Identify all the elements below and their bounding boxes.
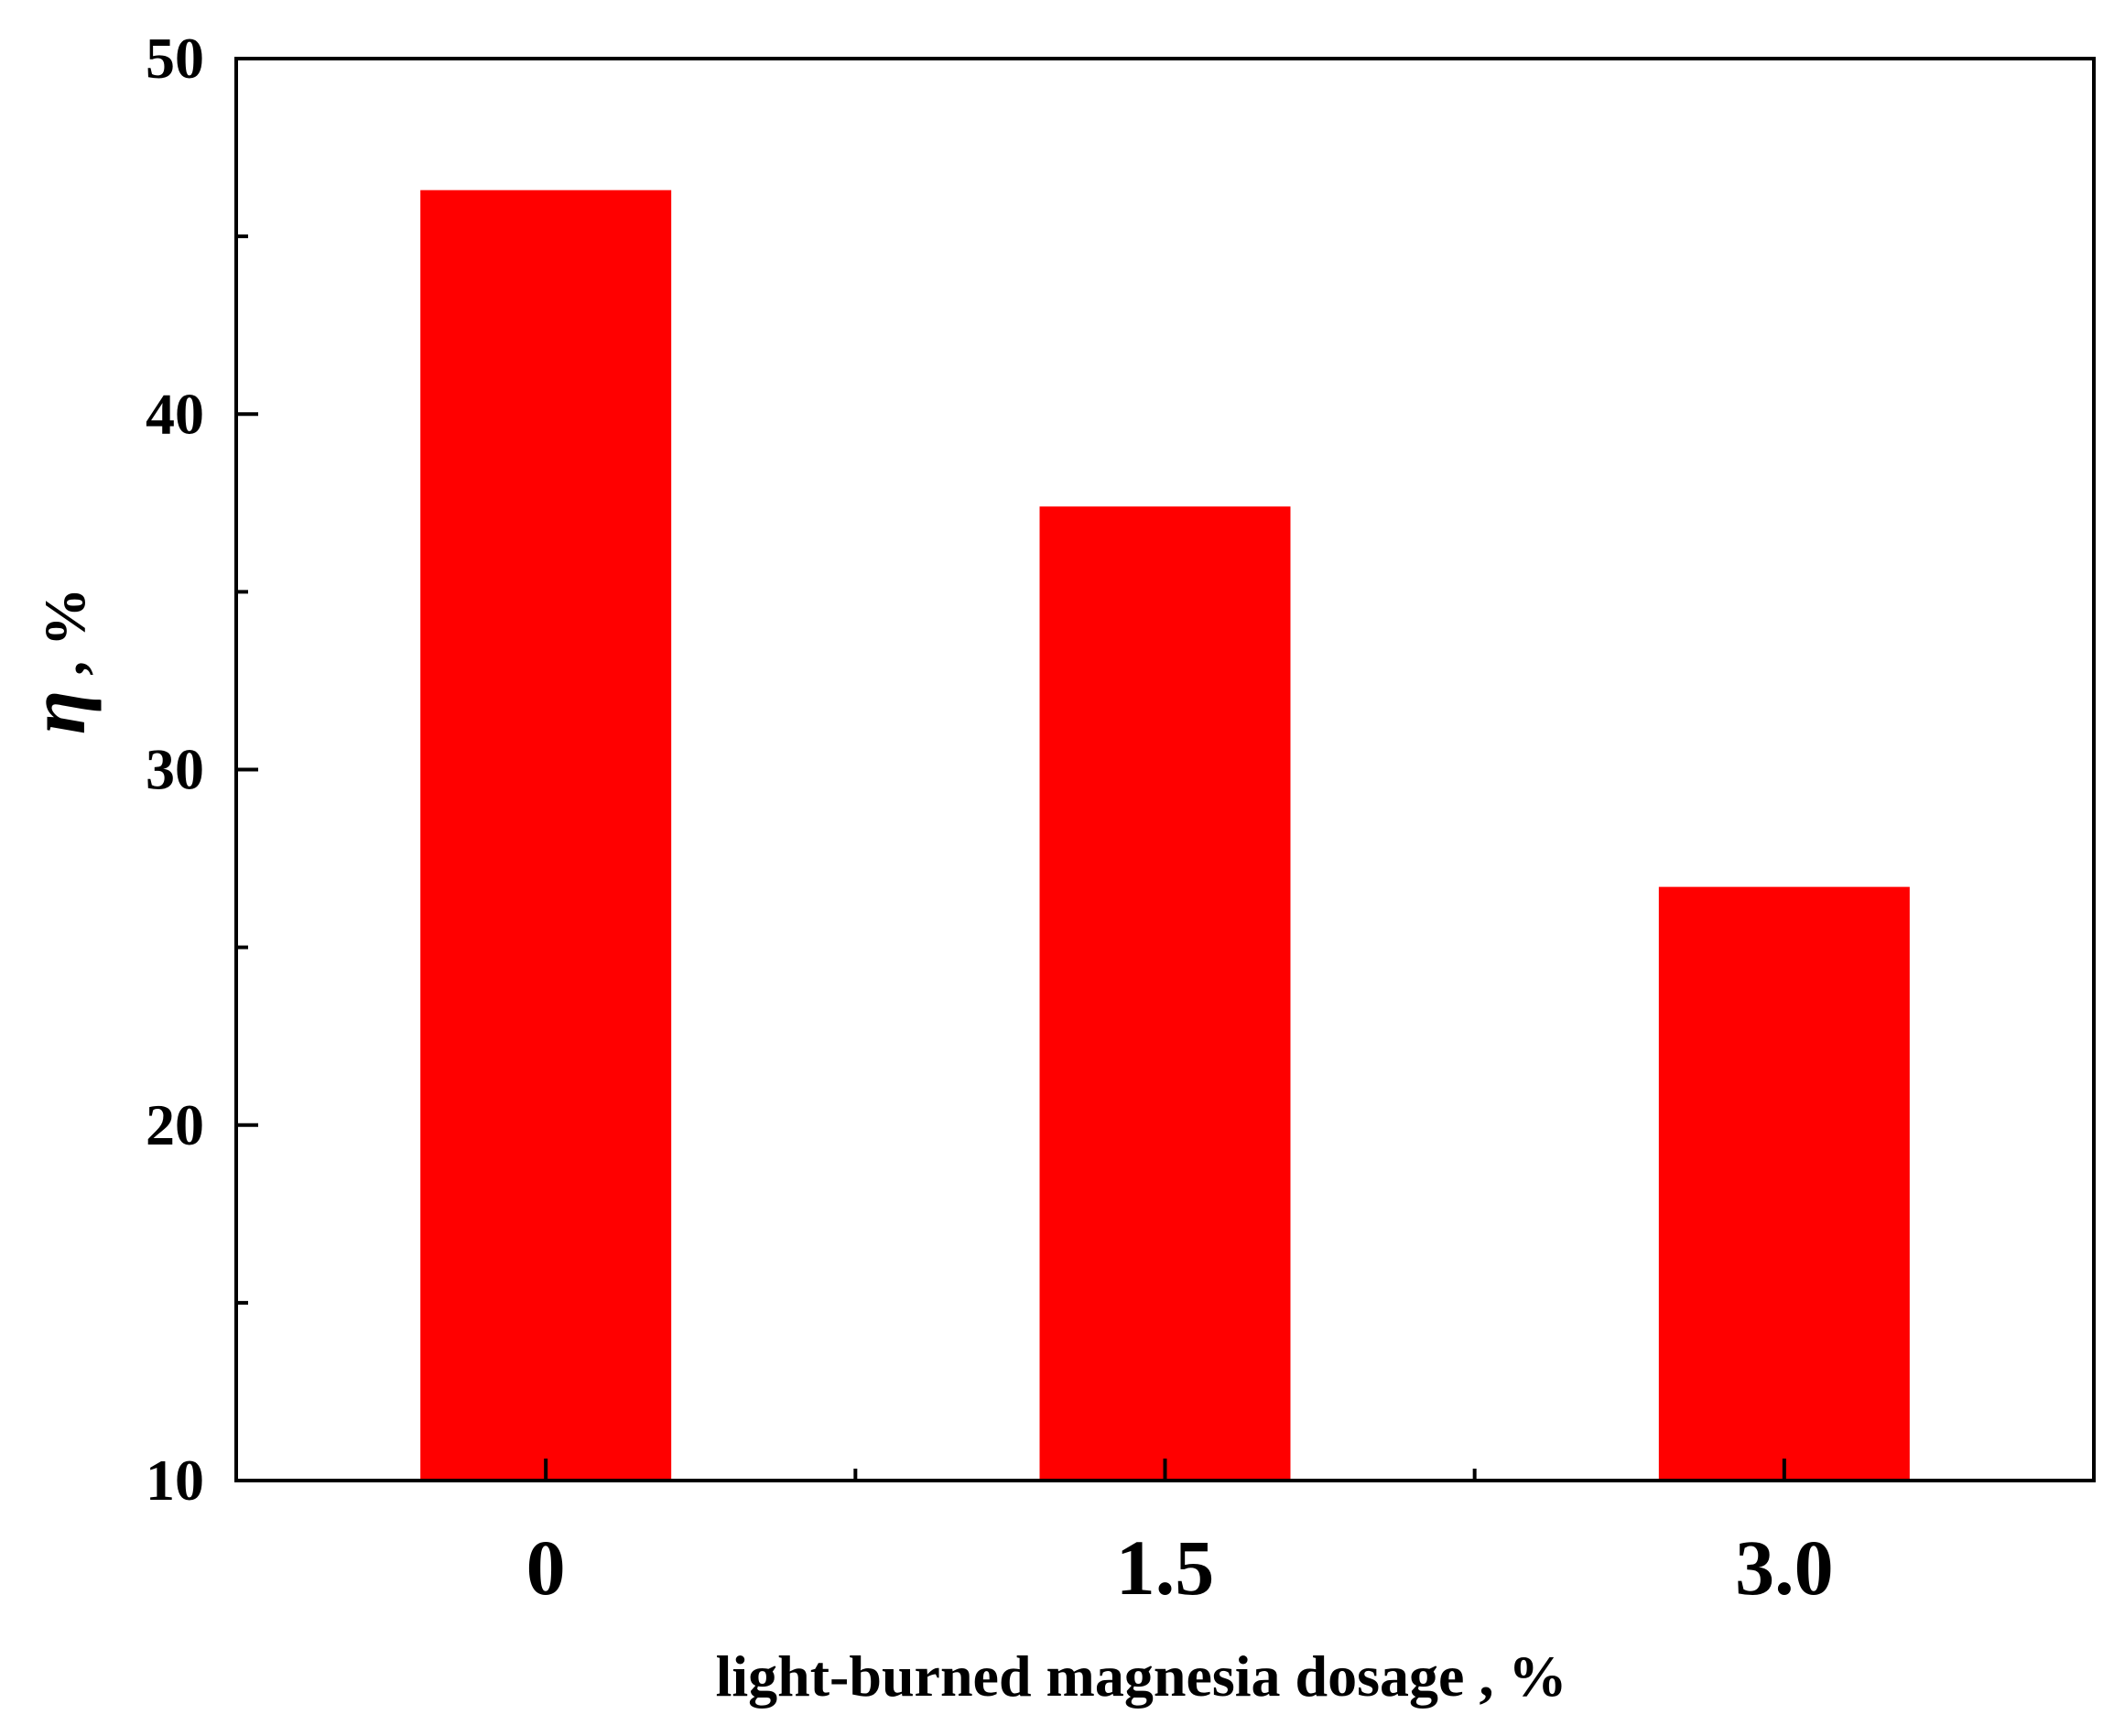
x-tick-label-3.0: 3.0: [1735, 1524, 1834, 1611]
y-axis-ticks: 10 20 30 40 50: [146, 26, 258, 1513]
x-axis-title: light-burned magnesia dosage , %: [716, 1644, 1567, 1709]
bar-1.5: [1039, 506, 1291, 1481]
x-axis-ticks: 0 1.5 3.0: [526, 1459, 1834, 1611]
y-tick-label-40: 40: [146, 381, 204, 446]
y-tick-label-20: 20: [146, 1092, 204, 1157]
bar-0: [420, 190, 672, 1481]
y-tick-label-50: 50: [146, 26, 204, 91]
bar-3.0: [1658, 886, 1910, 1481]
y-tick-label-30: 30: [146, 737, 204, 802]
y-tick-label-10: 10: [146, 1448, 204, 1513]
x-tick-label-1.5: 1.5: [1116, 1524, 1215, 1611]
bars-group: [420, 190, 1910, 1481]
y-axis-unit: , %: [32, 588, 97, 690]
y-axis-symbol: η: [14, 690, 103, 734]
x-tick-label-0: 0: [526, 1524, 566, 1611]
y-axis-title: η , %: [14, 588, 103, 734]
